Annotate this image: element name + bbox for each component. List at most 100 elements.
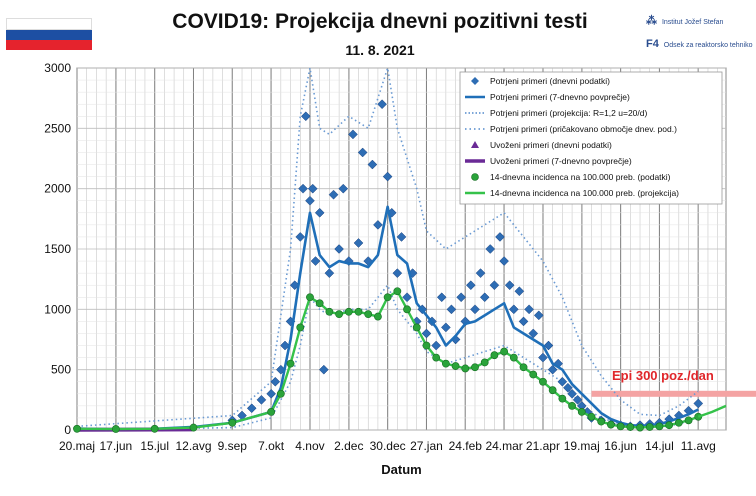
daily-cases-point [572, 394, 583, 405]
x-tick-label: 17.jun [99, 439, 132, 453]
incidence-projection-line [697, 404, 727, 418]
daily-cases-point [396, 232, 407, 242]
f4-logo-text: Odsek za reaktorsko tehniko [663, 42, 753, 49]
daily-cases-point [334, 244, 344, 254]
incidence-point [597, 417, 606, 426]
incidence-point [451, 362, 460, 370]
flag-stripe-red [6, 40, 92, 50]
incidence-point [548, 386, 557, 395]
x-tick-label: 30.dec [370, 439, 406, 453]
incidence-point [344, 307, 353, 316]
daily-cases-point [280, 340, 290, 351]
daily-cases-point [446, 304, 457, 315]
daily-cases-point [495, 232, 505, 242]
incidence-point [587, 412, 596, 421]
x-axis-title: Datum [381, 462, 421, 477]
incidence-point [189, 423, 198, 432]
legend-label: Potrjeni primeri (projekcija: R=1,2 u=20… [490, 108, 647, 118]
incidence-point [616, 422, 625, 431]
incidence-point [276, 389, 285, 398]
legend-label: 14-dnevna incidenca na 100.000 preb. (po… [490, 172, 671, 182]
incidence-point [228, 418, 237, 427]
ijs-logo-icon: ⁂ [646, 15, 657, 27]
incidence-point [490, 351, 499, 360]
incidence-point [286, 359, 295, 368]
y-tick-label: 1000 [44, 302, 71, 316]
incidence-point [267, 407, 276, 416]
y-tick-label: 0 [64, 423, 71, 437]
legend-marker-triangle [471, 141, 479, 148]
daily-cases-point [382, 171, 393, 182]
daily-cases-point [298, 183, 308, 194]
x-tick-label: 7.okt [258, 439, 285, 453]
incidence-point [558, 394, 567, 403]
daily-cases-point [256, 394, 267, 405]
daily-cases-point [499, 256, 509, 266]
incidence-point [422, 341, 431, 350]
legend-box [459, 71, 723, 205]
flag-stripe-white [6, 18, 92, 30]
daily-cases-point [266, 388, 276, 399]
incidence-point [636, 423, 644, 432]
daily-cases-point [547, 364, 558, 375]
f4-logo: F4 Odsek za reaktorsko tehniko [646, 38, 753, 50]
daily-cases-point [563, 382, 573, 393]
daily-cases-point [508, 304, 519, 315]
chart-title: COVID19: Projekcija dnevni pozitivni tes… [172, 10, 588, 33]
daily-cases-point [524, 304, 534, 315]
ijs-logo-text: Institut Jožef Stefan [661, 19, 724, 26]
daily-cases-point [465, 280, 476, 291]
x-tick-label: 20.maj [59, 439, 95, 453]
x-tick-label: 24.feb [449, 439, 483, 453]
daily-cases-point [518, 316, 529, 327]
f4-logo-mark: F4 [646, 38, 659, 50]
seven-day-average-line [76, 205, 699, 431]
incidence-point [325, 307, 334, 316]
y-tick-label: 2000 [44, 182, 71, 196]
daily-cases-point [441, 322, 451, 333]
daily-cases-point [338, 183, 349, 194]
daily-cases-point [295, 232, 306, 242]
incidence-point [645, 423, 654, 431]
incidence-point [432, 353, 441, 362]
daily-cases-point [533, 310, 544, 321]
daily-cases-point [377, 99, 387, 110]
incidence-point [441, 359, 450, 368]
incidence-point [364, 310, 373, 319]
daily-cases-point [456, 292, 466, 303]
x-tick-label: 11.avg [681, 439, 716, 453]
daily-cases-point [314, 207, 325, 218]
daily-cases-point [307, 183, 318, 194]
daily-cases-point [328, 189, 339, 200]
incidence-point [480, 358, 489, 367]
x-tick-label: 14.jul [645, 439, 674, 453]
incidence-point [471, 363, 479, 372]
legend-marker-circle [471, 173, 479, 181]
x-tick-label: 2.dec [334, 439, 363, 453]
epi-annotation: Epi 300 poz./dan [612, 368, 714, 383]
legend-label: Potrjeni primeri (pričakovano območje dn… [490, 124, 677, 134]
chart-subtitle: 11. 8. 2021 [345, 42, 415, 58]
x-tick-label: 21.apr [526, 439, 560, 453]
daily-cases-point [353, 238, 364, 248]
x-tick-label: 27.jan [410, 439, 443, 453]
incidence-point [73, 424, 81, 433]
incidence-point [374, 312, 382, 321]
daily-cases-point [421, 328, 432, 339]
incidence-point [665, 421, 674, 430]
incidence-point [606, 420, 615, 429]
daily-cases-point [485, 244, 496, 254]
incidence-point [393, 287, 402, 296]
incidence-point [315, 299, 324, 308]
y-tick-label: 2500 [44, 121, 71, 135]
daily-cases-point [543, 340, 554, 351]
incidence-point [383, 293, 392, 302]
daily-cases-point [489, 280, 500, 291]
x-tick-label: 24.mar [485, 439, 522, 453]
daily-cases-point [567, 388, 577, 399]
daily-cases-point [305, 195, 315, 206]
daily-cases-point [479, 292, 490, 303]
daily-cases-point [693, 398, 704, 409]
x-tick-label: 19.maj [564, 439, 600, 453]
y-tick-label: 500 [51, 363, 71, 377]
